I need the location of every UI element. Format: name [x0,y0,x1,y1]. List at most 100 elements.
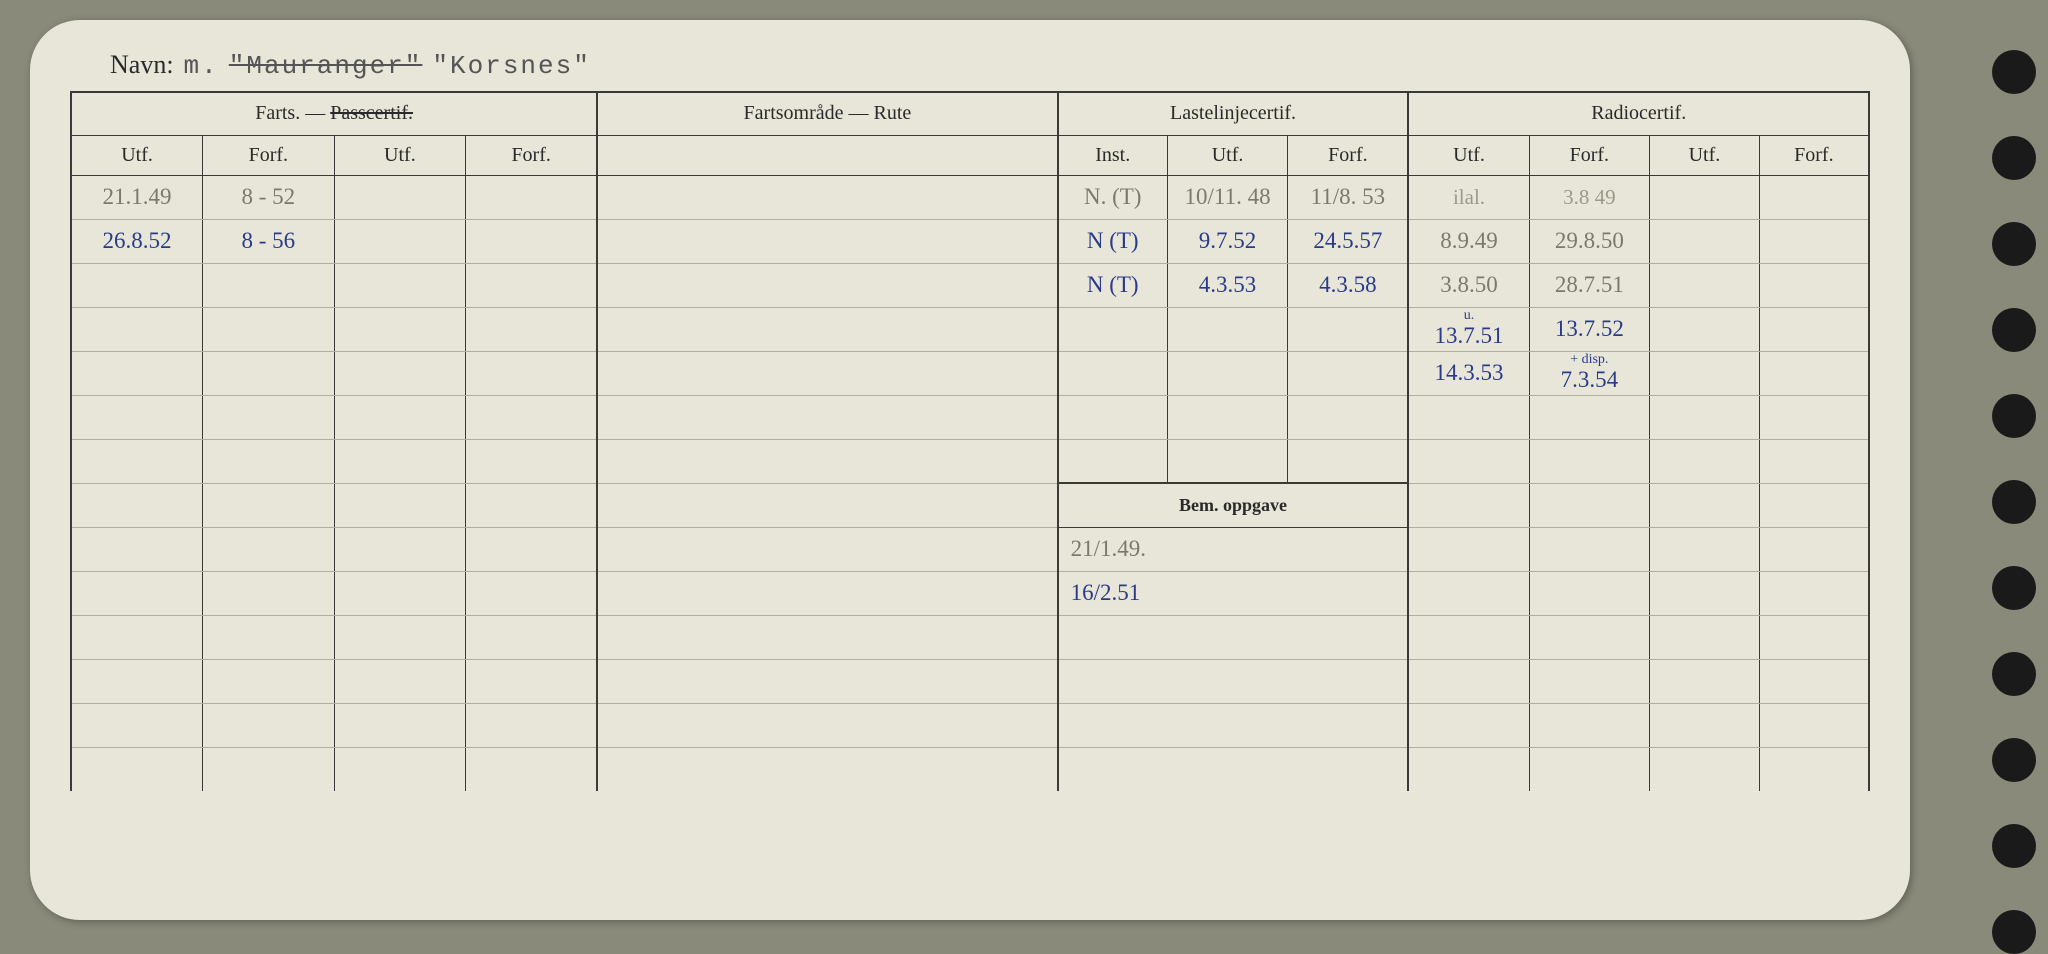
cell [466,219,598,263]
sub-utf: Utf. [1167,135,1288,175]
sub-forf: Forf. [466,135,598,175]
sub-inst: Inst. [1058,135,1168,175]
cell: u. 13.7.51 [1408,307,1529,351]
cell [1167,351,1288,395]
cell [1288,351,1409,395]
sub-utf: Utf. [1650,135,1760,175]
cell: 8 - 56 [203,219,335,263]
cell [1759,263,1869,307]
cell [597,263,1057,307]
cell [597,351,1057,395]
table-row: u. 13.7.51 13.7.52 [71,307,1869,351]
hole-icon [1992,738,2036,782]
sub-utf: Utf. [1408,135,1529,175]
cell: 3.8.50 [1408,263,1529,307]
hole-icon [1992,824,2036,868]
sub-forf: Forf. [1288,135,1409,175]
cell: ilal. [1408,175,1529,219]
table-row: N (T) 4.3.53 4.3.58 3.8.50 28.7.51 [71,263,1869,307]
cell [466,175,598,219]
header-lastelinje: Lastelinjecertif. [1058,93,1409,135]
header-radio: Radiocertif. [1408,93,1869,135]
cell [1650,219,1760,263]
cell [597,175,1057,219]
cell [466,351,598,395]
cell-val: 13.7.51 [1434,323,1503,348]
cell [203,307,335,351]
hole-icon [1992,910,2036,954]
hole-icon [1992,652,2036,696]
cell [1058,351,1168,395]
hole-icon [1992,222,2036,266]
cell [1650,351,1760,395]
name-label: Navn: [110,50,174,80]
header-farts-pass: Farts. — Passcertif. [71,93,597,135]
cell [334,263,466,307]
table-row: 21/1.49. [71,527,1869,571]
sub-rute [597,135,1057,175]
cell: 24.5.57 [1288,219,1409,263]
table-row: 16/2.51 [71,571,1869,615]
cell-note: + disp. [1534,353,1646,367]
cell: + disp. 7.3.54 [1529,351,1650,395]
table-row [71,395,1869,439]
cell: 29.8.50 [1529,219,1650,263]
cell: N (T) [1058,219,1168,263]
table-row [71,439,1869,483]
hole-icon [1992,480,2036,524]
cell [334,219,466,263]
cell [1650,307,1760,351]
cell [597,307,1057,351]
cell: 11/8. 53 [1288,175,1409,219]
table-row: 21.1.49 8 - 52 N. (T) 10/11. 48 11/8. 53… [71,175,1869,219]
cell [71,263,203,307]
cell [1650,263,1760,307]
cell [1759,175,1869,219]
cell: 8 - 52 [203,175,335,219]
table-row: 26.8.52 8 - 56 N (T) 9.7.52 24.5.57 8.9.… [71,219,1869,263]
cell: 3.8 49 [1529,175,1650,219]
binder-holes [1992,50,2036,954]
name-row: Navn: m. "Mauranger" "Korsnes" [70,50,1870,93]
hole-icon [1992,50,2036,94]
cell [334,175,466,219]
cell: 4.3.58 [1288,263,1409,307]
name-struck: "Mauranger" [229,51,423,81]
cell [203,351,335,395]
record-card: Navn: m. "Mauranger" "Korsnes" Farts. — … [30,20,1910,920]
bem-header: Bem. oppgave [1058,483,1409,527]
table-row [71,747,1869,791]
bem-cell: 16/2.51 [1058,571,1409,615]
cell: N (T) [1058,263,1168,307]
cell [597,219,1057,263]
cell [1759,307,1869,351]
cell: 13.7.52 [1529,307,1650,351]
hole-icon [1992,566,2036,610]
sub-forf: Forf. [203,135,335,175]
cell [71,307,203,351]
table-row [71,615,1869,659]
cell [203,263,335,307]
table-row [71,703,1869,747]
hole-icon [1992,308,2036,352]
cell [466,263,598,307]
cell: 28.7.51 [1529,263,1650,307]
cell [1058,307,1168,351]
cell [1759,351,1869,395]
cell [71,351,203,395]
cell-val: 7.3.54 [1561,367,1619,392]
table-row [71,659,1869,703]
cell [466,307,598,351]
cell: 21.1.49 [71,175,203,219]
table-row: Bem. oppgave [71,483,1869,527]
sub-utf: Utf. [334,135,466,175]
cell [1650,175,1760,219]
name-prefix: m. [184,51,219,81]
cell [1288,307,1409,351]
cell [334,307,466,351]
cell: 14.3.53 [1408,351,1529,395]
sub-forf: Forf. [1529,135,1650,175]
cell-note: u. [1413,309,1524,323]
sub-forf: Forf. [1759,135,1869,175]
bem-cell: 21/1.49. [1058,527,1409,571]
